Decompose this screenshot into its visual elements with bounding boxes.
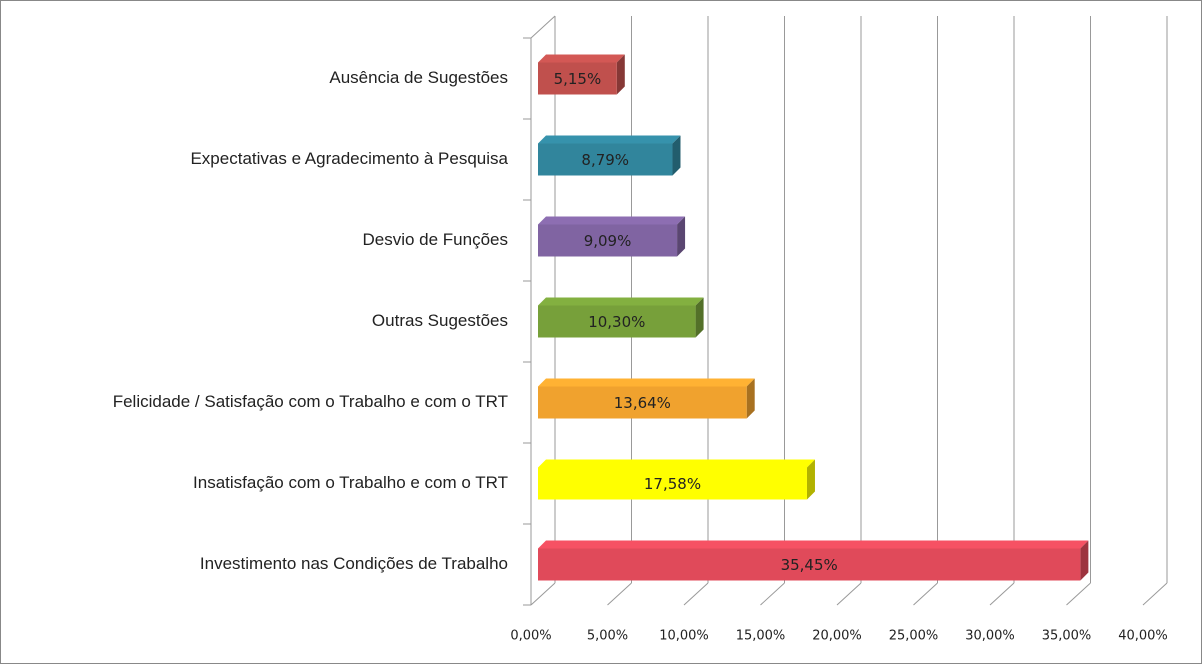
bar (538, 548, 1081, 581)
y-tick-label: Desvio de Funções (362, 230, 508, 249)
bar-top (538, 459, 815, 468)
x-tick-label: 25,00% (889, 629, 939, 644)
bar (538, 467, 807, 500)
y-tick-label: Expectativas e Agradecimento à Pesquisa (190, 149, 508, 168)
x-tick-label: 35,00% (1042, 629, 1092, 644)
grid-line-floor (607, 582, 632, 606)
bar-side (677, 216, 686, 257)
grid-line-floor (913, 582, 938, 606)
bar-top (538, 297, 704, 306)
x-tick-label: 15,00% (736, 629, 786, 644)
value-label: 17,58% (644, 475, 701, 493)
x-tick-label: 5,00% (587, 629, 628, 644)
bar (538, 386, 747, 419)
grid-line-floor (530, 582, 556, 606)
value-label: 8,79% (581, 151, 629, 169)
x-tick-label: 20,00% (812, 629, 862, 644)
value-label: 5,15% (554, 70, 602, 88)
bar-side (746, 378, 755, 419)
y-tick-label: Investimento nas Condições de Trabalho (200, 554, 508, 573)
bar-side (1080, 540, 1089, 581)
grid-line-floor (836, 582, 862, 606)
y-tick-label: Insatisfação com o Trabalho e com o TRT (193, 473, 508, 492)
grid-line-floor (760, 582, 785, 606)
bar (538, 62, 617, 95)
bar-top (538, 378, 755, 387)
y-tick-label: Ausência de Sugestões (329, 68, 508, 87)
x-tick-label: 40,00% (1118, 629, 1168, 644)
bar-side (672, 135, 681, 176)
grid-line-floor (1066, 582, 1091, 606)
bar (538, 224, 678, 257)
grid-line-floor (1142, 582, 1168, 606)
y-tick-label: Felicidade / Satisfação com o Trabalho e… (113, 392, 508, 411)
y-tick-label: Outras Sugestões (372, 311, 508, 330)
bar (538, 305, 696, 338)
bar-top (538, 216, 686, 225)
x-tick-label: 0,00% (510, 629, 551, 644)
bar-top (538, 135, 681, 144)
bar (538, 143, 673, 176)
y-axis-top (530, 15, 556, 39)
bar-side (806, 459, 815, 500)
value-label: 13,64% (614, 394, 671, 412)
x-tick-label: 30,00% (965, 629, 1015, 644)
bar-top (538, 540, 1089, 549)
value-label: 10,30% (588, 313, 645, 331)
x-tick-label: 10,00% (659, 629, 709, 644)
bar-side (616, 54, 625, 95)
bar-side (695, 297, 704, 338)
bar-top (538, 54, 625, 63)
value-label: 35,45% (781, 556, 838, 574)
grid-line-floor (683, 582, 709, 606)
value-label: 9,09% (584, 232, 632, 250)
grid-line-floor (989, 582, 1015, 606)
